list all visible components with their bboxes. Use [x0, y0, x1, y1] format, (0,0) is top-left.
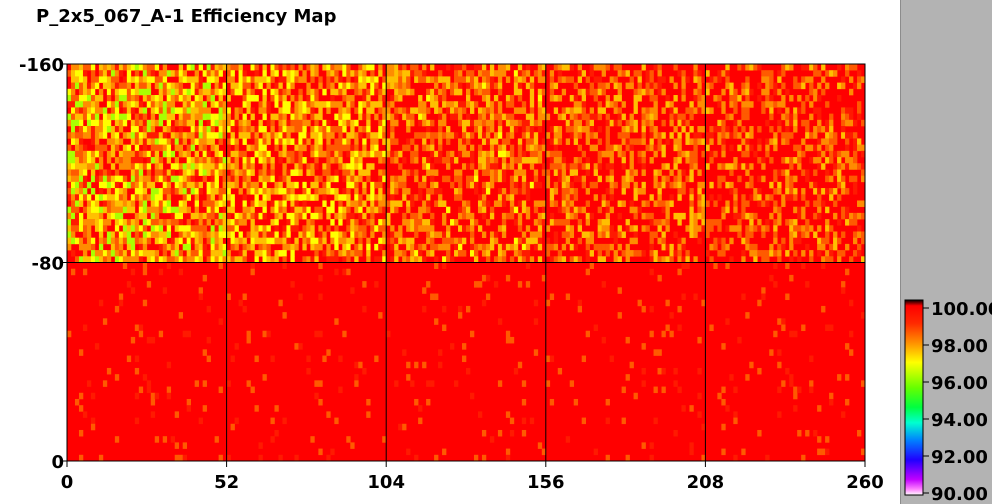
- x-tick-label: 0: [61, 472, 74, 493]
- x-tick-label: 52: [214, 472, 239, 493]
- module-r0-c4: [705, 64, 866, 263]
- colorbar: 100.00 98.00 96.00 94.00 92.00 90.00: [904, 299, 992, 504]
- colorbar-tick-label: 96.00: [931, 373, 988, 394]
- module-r1-c1: [226, 262, 387, 462]
- x-tick-label: 260: [846, 472, 884, 493]
- y-tick-label: -80: [31, 254, 64, 275]
- module-r1-c3: [545, 262, 706, 462]
- module-r0-c2: [386, 64, 547, 263]
- colorbar-tick-label: 100.00: [931, 299, 992, 320]
- y-tick-label: 0: [51, 452, 64, 473]
- module-r0-c3: [545, 64, 706, 263]
- colorbar-tick-label: 92.00: [931, 447, 988, 468]
- colorbar-tick-label: 90.00: [931, 484, 988, 504]
- x-axis: 0 52 104 156 208 260: [61, 461, 884, 493]
- module-r1-c4: [705, 262, 866, 462]
- module-r0-c0: [67, 64, 227, 263]
- module-r1-c2: [386, 262, 547, 462]
- colorbar-tick-label: 98.00: [931, 336, 988, 357]
- x-tick-label: 156: [527, 472, 565, 493]
- colorbar-tick-label: 94.00: [931, 410, 988, 431]
- y-axis: 0 -80 -160: [19, 55, 67, 473]
- y-tick-label: -160: [19, 55, 64, 76]
- chart-title: P_2x5_067_A-1 Efficiency Map: [36, 6, 337, 27]
- module-r0-c1: [226, 64, 387, 263]
- x-tick-label: 208: [687, 472, 725, 493]
- heatmap-cells: [67, 64, 866, 462]
- colorbar-gradient: [904, 299, 924, 496]
- module-r1-c0: [67, 262, 227, 462]
- x-tick-label: 104: [367, 472, 405, 493]
- module-grid: [61, 63, 866, 462]
